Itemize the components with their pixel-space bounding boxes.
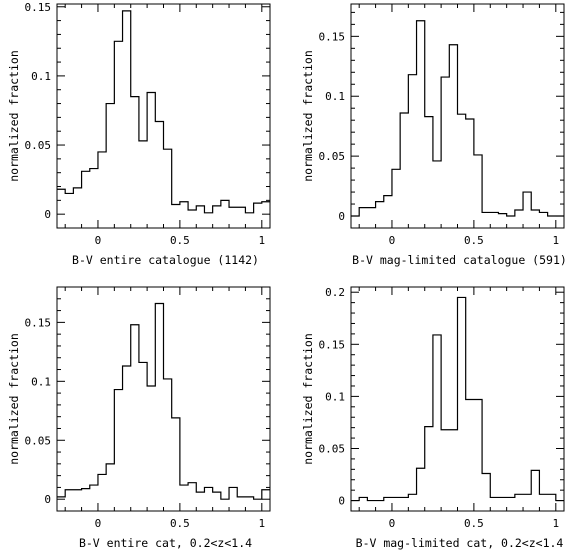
histogram-series-line (351, 20, 564, 217)
histogram-series-line (351, 296, 564, 502)
y-tick-label: 0.05 (319, 442, 346, 455)
x-tick-label: 0.5 (170, 517, 190, 530)
x-tick-label: 1 (258, 234, 265, 247)
plot-frame (350, 3, 565, 229)
x-axis-label: B-V mag-limited catalogue (591) (352, 253, 567, 267)
histogram-panel-4: 0 0.5 1 0 0.05 0.1 0.15 0.2 B-V mag-limited cat,… (301, 286, 565, 550)
y-tick-label: 0.15 (25, 1, 52, 14)
x-tick-label: 0.5 (170, 234, 190, 247)
x-tick-label: 1 (552, 517, 559, 530)
y-tick-label: 0.05 (25, 434, 52, 447)
y-axis-label: normalized fraction (7, 50, 21, 182)
y-axis-label: normalized fraction (7, 333, 21, 465)
x-tick-label: 0 (389, 234, 396, 247)
x-tick-label: 0 (95, 517, 102, 530)
y-tick-label: 0.15 (25, 316, 52, 329)
plot-frame (56, 3, 271, 229)
y-tick-label: 0 (44, 208, 51, 221)
y-tick-label: 0.15 (319, 338, 346, 351)
x-axis-label: B-V entire catalogue (1142) (72, 253, 259, 267)
x-tick-label: 1 (258, 517, 265, 530)
histogram-panel-2: 0 0.5 1 0 0.05 0.1 0.15 B-V mag-limited catalog… (301, 3, 567, 267)
y-tick-label: 0.1 (325, 90, 345, 103)
y-tick-label: 0.05 (319, 150, 346, 163)
y-tick-label: 0.15 (319, 30, 346, 43)
x-tick-label: 1 (552, 234, 559, 247)
y-axis-label: normalized fraction (301, 333, 315, 465)
y-tick-label: 0.2 (325, 286, 345, 299)
histogram-panel-1: 0 0.5 1 0 0.05 0.1 0.15 B-V entire catalogue (1… (7, 1, 271, 267)
x-tick-label: 0 (95, 234, 102, 247)
y-tick-label: 0.1 (31, 375, 51, 388)
x-axis-label: B-V mag-limited cat, 0.2<z<1.4 (356, 536, 564, 550)
y-axis-label: normalized fraction (301, 50, 315, 182)
histogram-series-line (57, 10, 270, 214)
y-tick-label: 0.1 (31, 70, 51, 83)
y-tick-label: 0 (338, 210, 345, 223)
histogram-series-line (57, 302, 270, 500)
y-tick-label: 0.1 (325, 390, 345, 403)
histogram-panel-3: 0 0.5 1 0 0.05 0.1 0.15 B-V entire cat, 0.2<z<1… (7, 286, 271, 550)
y-tick-label: 0.05 (25, 139, 52, 152)
y-tick-label: 0 (44, 493, 51, 506)
y-tick-label: 0 (338, 495, 345, 508)
x-tick-label: 0 (389, 517, 396, 530)
x-tick-label: 0.5 (464, 517, 484, 530)
x-axis-label: B-V entire cat, 0.2<z<1.4 (79, 536, 252, 550)
x-tick-label: 0.5 (464, 234, 484, 247)
